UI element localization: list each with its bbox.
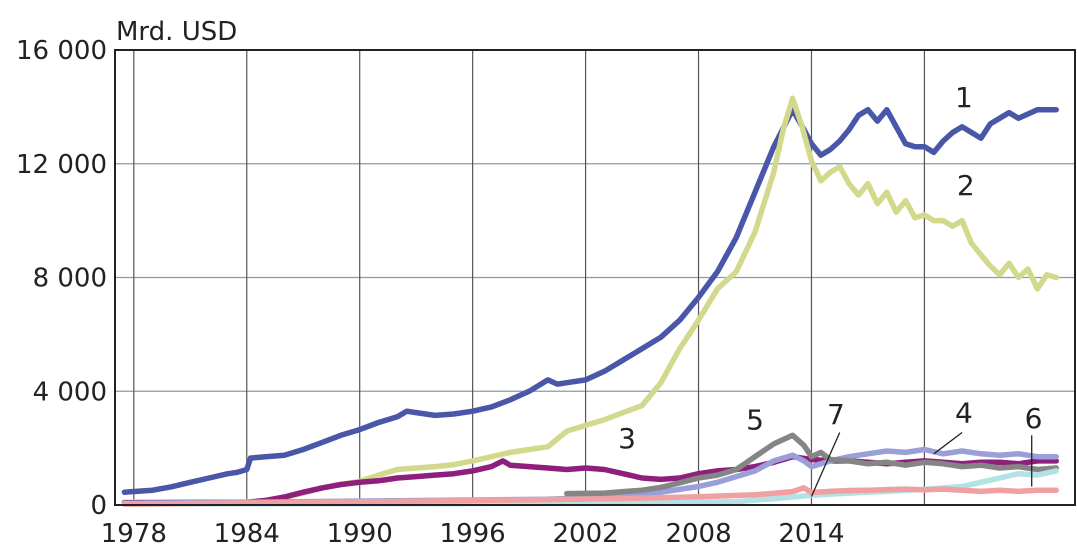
series-label-7: 7 bbox=[827, 398, 845, 431]
series-label-1: 1 bbox=[955, 81, 973, 114]
y-tick-label: 4 000 bbox=[33, 377, 107, 407]
y-unit-label: Mrd. USD bbox=[116, 17, 237, 47]
y-tick-label: 16 000 bbox=[16, 36, 107, 66]
grid bbox=[115, 50, 1075, 505]
series-line-5 bbox=[564, 432, 1059, 497]
series-label-6: 6 bbox=[1025, 402, 1043, 435]
leader-line bbox=[810, 432, 841, 497]
series-line-2 bbox=[121, 95, 1059, 505]
series-labels: 1 2 3 5 7 4 6 bbox=[618, 81, 1043, 497]
x-tick-label: 1978 bbox=[101, 519, 167, 549]
leader-line bbox=[933, 431, 963, 455]
series-line-7 bbox=[121, 485, 1059, 507]
x-tick-label: 2002 bbox=[553, 519, 619, 549]
x-tick-label: 1996 bbox=[440, 519, 506, 549]
x-tick-label: 1990 bbox=[327, 519, 393, 549]
series-lines bbox=[121, 95, 1059, 507]
axes: 0 4 000 8 000 12 000 16 000 1978 1984 1990 1996 2… bbox=[16, 36, 1076, 549]
series-label-2: 2 bbox=[957, 169, 975, 202]
series-line-1 bbox=[121, 106, 1059, 495]
y-tick-label: 12 000 bbox=[16, 150, 107, 180]
x-tick-label: 2014 bbox=[778, 519, 844, 549]
series-label-5: 5 bbox=[746, 404, 764, 437]
series-label-3: 3 bbox=[618, 422, 636, 455]
y-tick-label: 8 000 bbox=[33, 264, 107, 294]
y-tick-label: 0 bbox=[90, 491, 107, 521]
x-tick-label: 2008 bbox=[665, 519, 731, 549]
x-tick-label: 1984 bbox=[214, 519, 280, 549]
plot-frame bbox=[114, 49, 1076, 506]
series-label-4: 4 bbox=[955, 397, 973, 430]
